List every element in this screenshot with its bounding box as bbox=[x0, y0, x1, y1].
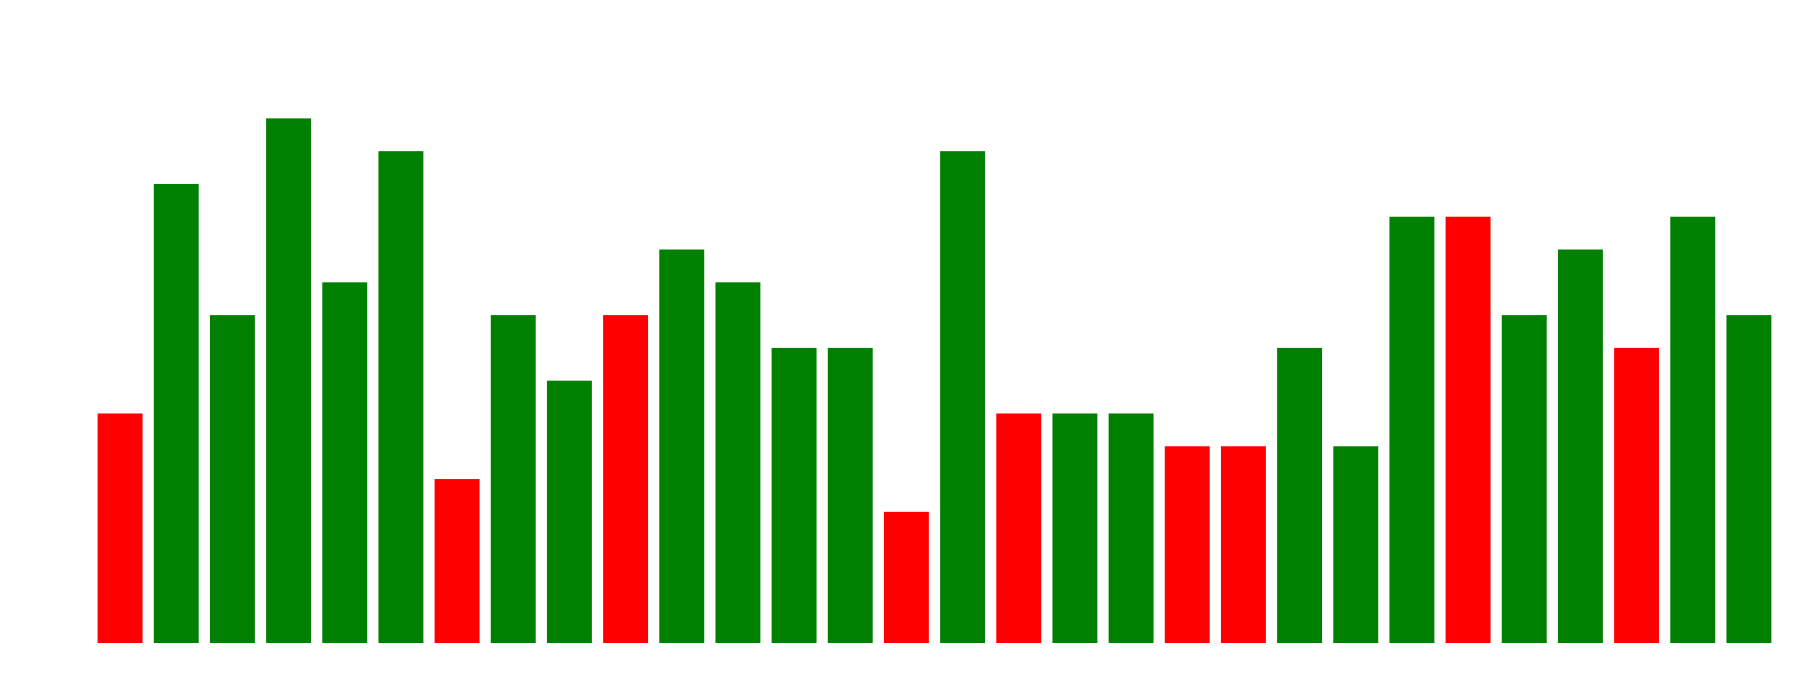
bar bbox=[266, 118, 312, 644]
bar bbox=[1052, 413, 1098, 643]
bar bbox=[1445, 216, 1491, 643]
bar bbox=[1557, 249, 1603, 644]
bar bbox=[378, 151, 424, 643]
bar bbox=[715, 282, 761, 643]
bar bbox=[1670, 216, 1716, 643]
bar bbox=[1614, 347, 1660, 643]
bar bbox=[771, 347, 817, 643]
bar bbox=[1333, 446, 1379, 643]
bar bbox=[603, 315, 649, 643]
bar bbox=[827, 347, 873, 643]
bar bbox=[659, 249, 705, 644]
bar bbox=[1164, 446, 1210, 643]
bar bbox=[490, 315, 536, 643]
bar bbox=[1108, 413, 1154, 643]
bar bbox=[1277, 347, 1323, 643]
bar bbox=[546, 380, 592, 643]
bar bbox=[1389, 216, 1435, 643]
bar bbox=[97, 413, 143, 643]
bar bbox=[322, 282, 368, 643]
bar bbox=[996, 413, 1042, 643]
bar bbox=[434, 479, 480, 643]
bar bbox=[1220, 446, 1266, 643]
bar bbox=[940, 151, 986, 643]
bar bbox=[209, 315, 255, 643]
bar bbox=[1501, 315, 1547, 643]
bar bbox=[153, 183, 199, 643]
bar bbox=[1726, 315, 1772, 643]
bar bbox=[883, 511, 929, 643]
